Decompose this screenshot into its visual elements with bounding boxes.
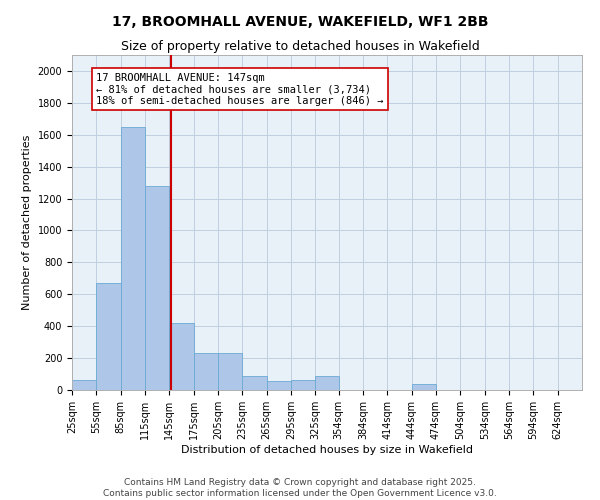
Bar (145, 186, 169, 390)
Y-axis label: Number of detached properties: Number of detached properties (22, 135, 32, 310)
Bar (291, 380, 315, 390)
Bar (412, 384, 436, 390)
X-axis label: Distribution of detached houses by size in Wakefield: Distribution of detached houses by size … (181, 444, 473, 454)
Bar (242, 376, 266, 390)
Text: Size of property relative to detached houses in Wakefield: Size of property relative to detached ho… (121, 40, 479, 53)
Bar (97, 283, 121, 390)
Bar (266, 381, 291, 390)
Bar (72, 380, 97, 390)
Bar (169, 323, 194, 390)
Bar (315, 376, 339, 390)
Bar (218, 354, 242, 390)
Text: 17, BROOMHALL AVENUE, WAKEFIELD, WF1 2BB: 17, BROOMHALL AVENUE, WAKEFIELD, WF1 2BB (112, 15, 488, 29)
Text: 17 BROOMHALL AVENUE: 147sqm
← 81% of detached houses are smaller (3,734)
18% of : 17 BROOMHALL AVENUE: 147sqm ← 81% of det… (97, 72, 384, 106)
Bar (194, 354, 218, 390)
Bar (121, 127, 145, 390)
Text: Contains HM Land Registry data © Crown copyright and database right 2025.
Contai: Contains HM Land Registry data © Crown c… (103, 478, 497, 498)
